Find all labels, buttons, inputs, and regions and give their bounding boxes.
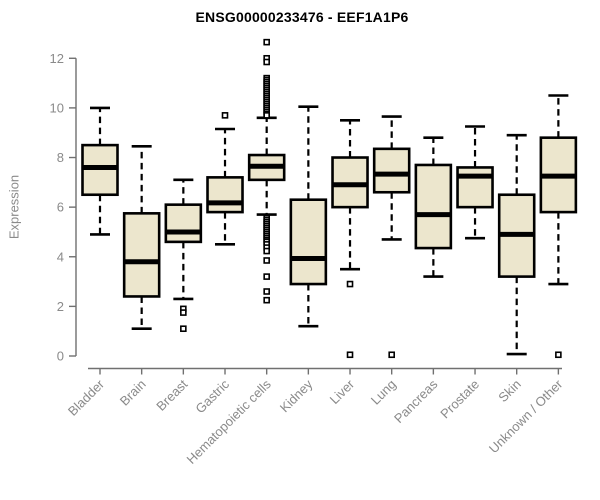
box-group xyxy=(497,133,536,356)
outlier-point xyxy=(263,257,270,264)
iqr-box xyxy=(289,198,328,286)
x-category-label: Liver xyxy=(327,376,358,407)
x-category-label: Bladder xyxy=(65,376,108,419)
box-group xyxy=(331,119,369,359)
x-category-label: Prostate xyxy=(437,377,482,422)
outlier-point xyxy=(263,58,270,66)
outlier-point xyxy=(180,325,187,333)
outlier-point xyxy=(221,112,229,119)
outlier-point xyxy=(263,296,270,304)
outlier-point xyxy=(180,309,187,316)
x-category-label: Breast xyxy=(153,376,190,413)
y-tick-label: 2 xyxy=(57,299,64,314)
x-category-label: Pancreas xyxy=(391,376,441,426)
iqr-box xyxy=(206,176,244,214)
y-tick-label: 12 xyxy=(50,51,64,66)
iqr-box xyxy=(122,212,161,298)
outlier-point xyxy=(555,351,562,359)
box-group xyxy=(289,105,328,328)
x-category-label: Gastric xyxy=(192,376,232,416)
outlier-point xyxy=(263,38,270,46)
outlier-point xyxy=(263,273,270,280)
iqr-box xyxy=(372,147,411,194)
y-tick-label: 0 xyxy=(57,349,64,364)
chart-title: ENSG00000233476 - EEF1A1P6 xyxy=(195,9,409,25)
x-category-label: Unknown / Other xyxy=(486,376,566,456)
box-group xyxy=(206,112,244,246)
box-group xyxy=(539,94,578,359)
outlier-point xyxy=(263,288,270,295)
box-group xyxy=(456,125,494,240)
iqr-box xyxy=(414,163,453,250)
box-group xyxy=(81,106,119,236)
x-category-label: Kidney xyxy=(277,376,316,415)
outlier-point xyxy=(346,280,354,288)
box-group xyxy=(122,145,161,331)
box-group xyxy=(372,115,411,359)
outlier-point xyxy=(263,247,270,255)
y-tick-label: 10 xyxy=(50,100,64,115)
x-category-label: Brain xyxy=(117,377,149,409)
y-axis-title: Expression xyxy=(6,174,22,240)
iqr-box xyxy=(164,203,203,244)
y-tick-label: 6 xyxy=(57,200,64,215)
box-group xyxy=(164,178,203,333)
box-group xyxy=(414,136,453,278)
box-group xyxy=(247,38,286,304)
outlier-point xyxy=(263,112,270,119)
iqr-box xyxy=(456,166,494,209)
y-tick-label: 8 xyxy=(57,150,64,165)
y-tick-label: 4 xyxy=(57,249,64,264)
x-category-label: Lung xyxy=(368,377,399,408)
outlier-point xyxy=(388,351,395,359)
x-category-label: Skin xyxy=(495,377,523,405)
outlier-point xyxy=(346,351,354,359)
